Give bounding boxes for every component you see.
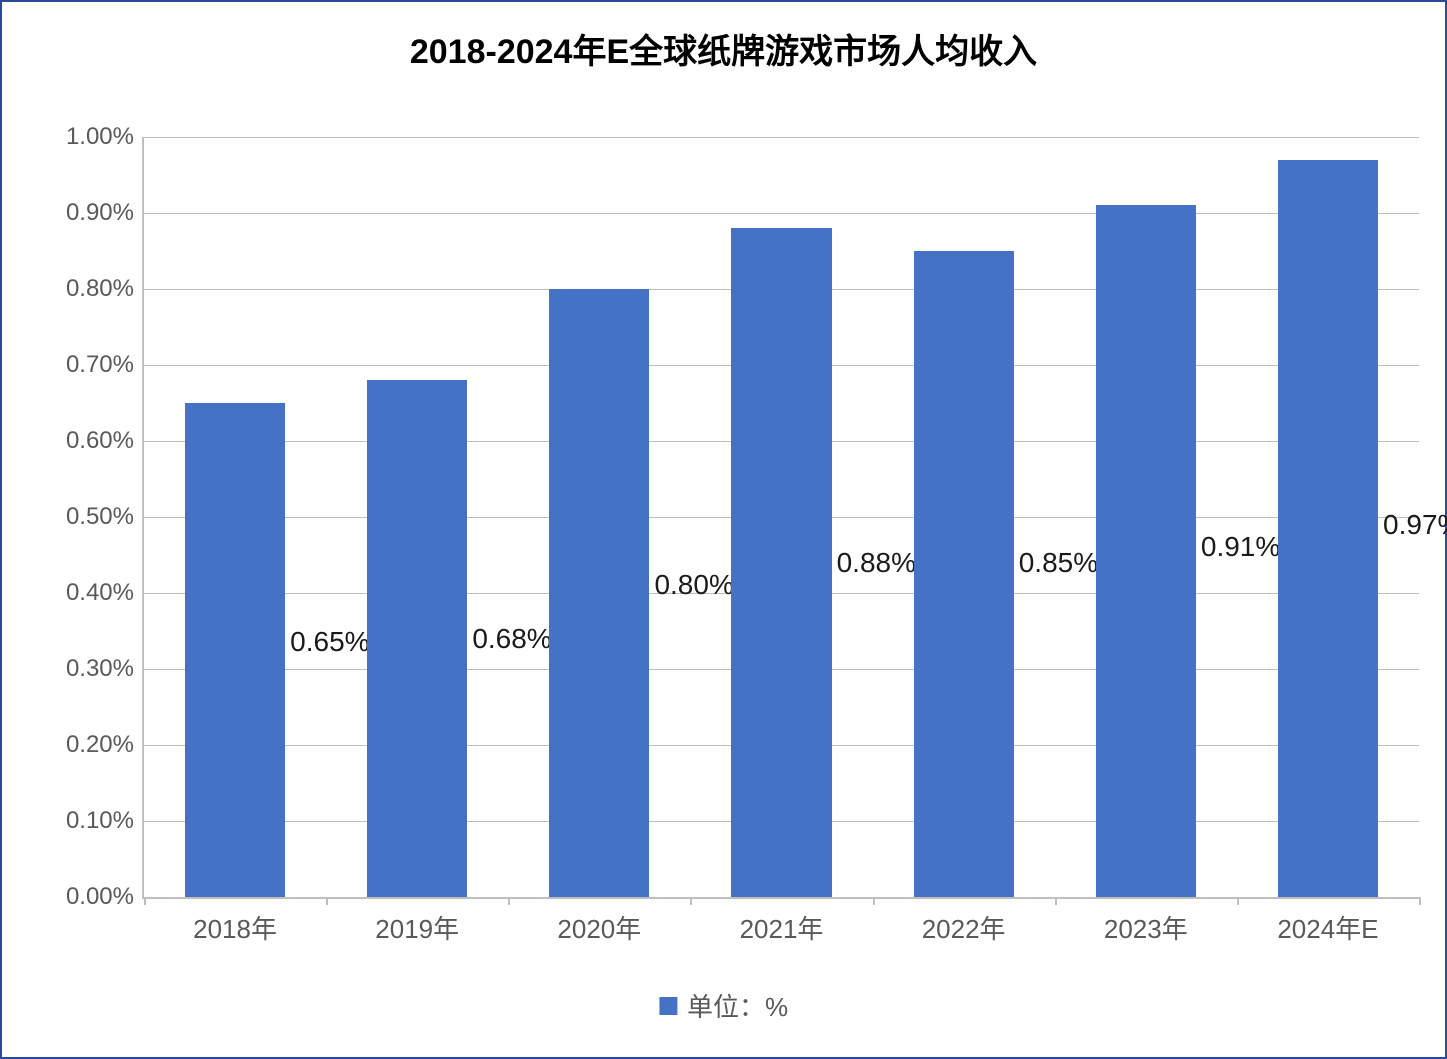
- bar: [185, 403, 285, 897]
- y-tick-label: 0.20%: [66, 731, 144, 759]
- bar: [731, 228, 831, 897]
- x-tick-mark: [326, 897, 328, 905]
- x-tick-label: 2021年: [740, 897, 824, 946]
- x-tick-label: 2023年: [1104, 897, 1188, 946]
- x-tick-mark: [1419, 897, 1421, 905]
- bar-value-label: 0.85%: [1019, 547, 1098, 579]
- y-tick-label: 0.40%: [66, 579, 144, 607]
- bar-value-label: 0.97%: [1383, 509, 1447, 541]
- x-tick-label: 2019年: [375, 897, 459, 946]
- y-tick-label: 0.00%: [66, 883, 144, 911]
- bar-value-label: 0.68%: [472, 623, 551, 655]
- bar-value-label: 0.91%: [1201, 531, 1280, 563]
- bar-value-label: 0.80%: [654, 569, 733, 601]
- x-tick-label: 2020年: [557, 897, 641, 946]
- bar-value-label: 0.65%: [290, 626, 369, 658]
- bar: [367, 380, 467, 897]
- plot-area: 0.00%0.10%0.20%0.30%0.40%0.50%0.60%0.70%…: [142, 137, 1419, 899]
- y-tick-label: 0.70%: [66, 351, 144, 379]
- y-tick-label: 0.50%: [66, 503, 144, 531]
- bar-value-label: 0.88%: [837, 547, 916, 579]
- x-tick-mark: [690, 897, 692, 905]
- y-tick-label: 1.00%: [66, 123, 144, 151]
- x-tick-label: 2018年: [193, 897, 277, 946]
- x-tick-label: 2022年: [922, 897, 1006, 946]
- chart-frame: 2018-2024年E全球纸牌游戏市场人均收入 0.00%0.10%0.20%0…: [0, 0, 1447, 1059]
- bar: [914, 251, 1014, 897]
- legend: 单位：%: [659, 987, 788, 1024]
- x-tick-mark: [1055, 897, 1057, 905]
- grid-line: [144, 213, 1419, 214]
- grid-line: [144, 137, 1419, 138]
- bar: [1096, 205, 1196, 897]
- bar: [1278, 160, 1378, 897]
- y-tick-label: 0.60%: [66, 427, 144, 455]
- x-tick-mark: [144, 897, 146, 905]
- x-tick-mark: [1237, 897, 1239, 905]
- y-tick-label: 0.10%: [66, 807, 144, 835]
- x-tick-mark: [873, 897, 875, 905]
- bar: [549, 289, 649, 897]
- y-tick-label: 0.30%: [66, 655, 144, 683]
- legend-swatch: [659, 997, 677, 1015]
- chart-title: 2018-2024年E全球纸牌游戏市场人均收入: [2, 2, 1445, 73]
- y-tick-label: 0.90%: [66, 199, 144, 227]
- x-tick-mark: [508, 897, 510, 905]
- legend-label: 单位：%: [687, 987, 788, 1024]
- y-tick-label: 0.80%: [66, 275, 144, 303]
- x-tick-label: 2024年E: [1277, 897, 1378, 946]
